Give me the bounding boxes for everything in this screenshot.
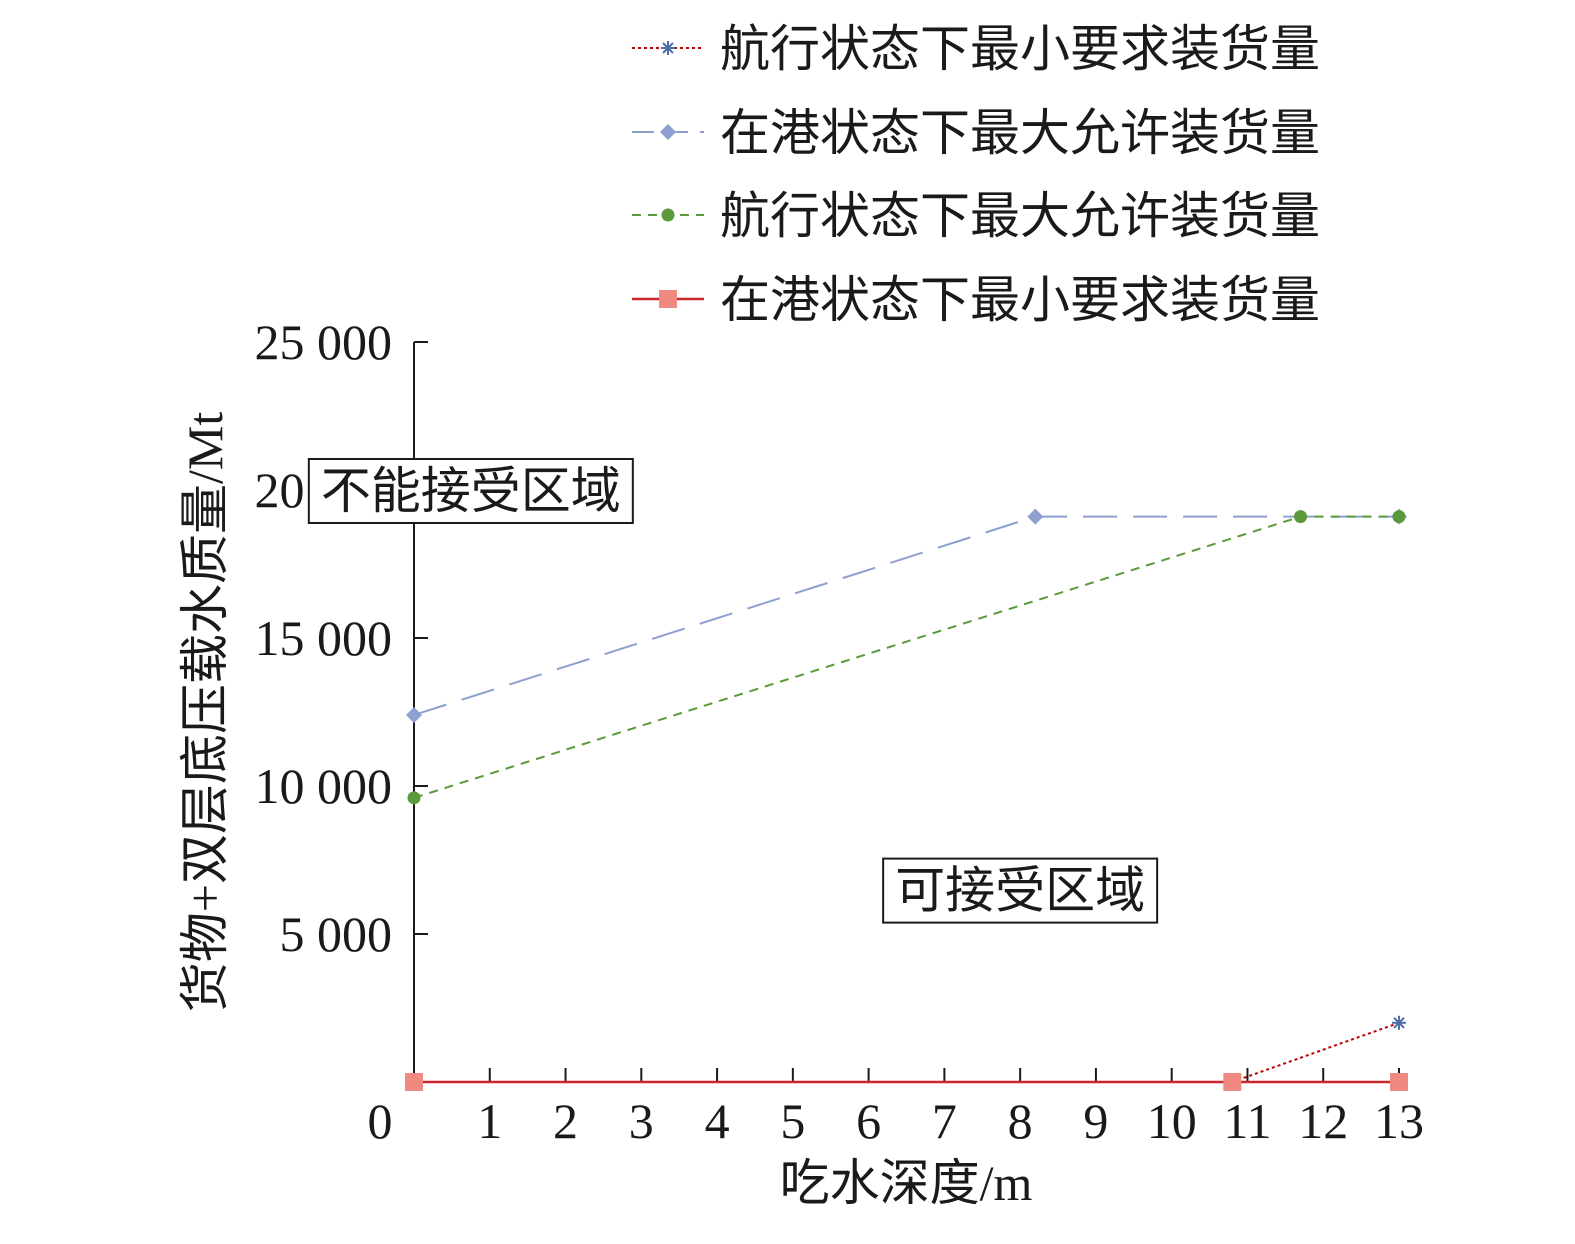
series-4-point	[405, 1073, 423, 1091]
series-2-line	[413, 515, 1399, 716]
legend-item: 在港状态下最大允许装货量	[632, 105, 1320, 161]
legend: 航行状态下最小要求装货量在港状态下最大允许装货量航行状态下最大允许装货量在港状态…	[632, 21, 1320, 328]
series-2-point	[406, 706, 422, 723]
legend-item: 航行状态下最大允许装货量	[632, 188, 1320, 244]
x-tick-label: 13	[1374, 1093, 1424, 1149]
y-tick-label: 15 000	[255, 610, 393, 666]
region-annotation: 可接受区域	[882, 857, 1159, 924]
region-box	[882, 857, 1159, 924]
legend-label: 航行状态下最大允许装货量	[720, 188, 1320, 244]
series-1-point	[1392, 1015, 1406, 1030]
x-tick-label: 8	[1008, 1093, 1033, 1149]
y-tick-label: 5 000	[280, 906, 393, 962]
region-label: 可接受区域	[895, 863, 1145, 919]
series-1-line	[1231, 1021, 1400, 1083]
region-label: 不能接受区域	[321, 463, 621, 519]
legend-label: 在港状态下最大允许装货量	[720, 105, 1320, 161]
legend-swatch-marker	[660, 124, 676, 140]
x-ticks: 0 1 2 3 4 5 6 7 8 9 10 11 12 13	[368, 1068, 1424, 1149]
series-3-point	[1392, 510, 1406, 524]
x-tick-label: 1	[477, 1093, 502, 1149]
series-2-point	[1027, 508, 1044, 525]
legend-item: 航行状态下最小要求装货量	[632, 21, 1320, 77]
x-tick-label: 4	[705, 1093, 730, 1149]
x-tick-label: 5	[780, 1093, 805, 1149]
legend-swatch-marker	[661, 208, 675, 222]
x-tick-label: 3	[629, 1093, 654, 1149]
series-3	[407, 510, 1406, 805]
y-axis-title: 货物+双层底压载水质量/Mt	[177, 412, 233, 1013]
region-box	[307, 458, 634, 524]
legend-swatch-marker	[661, 41, 675, 55]
x-tick-label: 9	[1083, 1093, 1108, 1149]
x-tick-label: 10	[1147, 1093, 1197, 1149]
x-tick-label: 0	[368, 1093, 393, 1149]
legend-label: 航行状态下最小要求装货量	[720, 21, 1320, 77]
series-layer	[405, 508, 1408, 1091]
series-2	[406, 508, 1407, 723]
series-4	[405, 1073, 1408, 1091]
legend-label: 在港状态下最小要求装货量	[720, 272, 1320, 328]
x-tick-label: 12	[1298, 1093, 1348, 1149]
x-tick-label: 11	[1223, 1093, 1271, 1149]
series-3-point	[1294, 510, 1307, 524]
series-1	[1225, 1015, 1406, 1089]
region-annotation: 不能接受区域	[307, 458, 634, 524]
x-tick-label: 6	[856, 1093, 881, 1149]
x-axis-title: 吃水深度/m	[780, 1155, 1033, 1211]
x-tick-label: 2	[553, 1093, 578, 1149]
legend-item: 在港状态下最小要求装货量	[632, 272, 1320, 328]
x-tick-label: 7	[932, 1093, 957, 1149]
y-tick-label: 25 000	[255, 314, 393, 370]
series-3-point	[407, 791, 421, 805]
y-tick-label: 10 000	[255, 758, 393, 814]
series-4-point	[1390, 1073, 1408, 1091]
series-3-line	[413, 515, 1399, 799]
series-4-point	[1223, 1073, 1242, 1091]
axes	[413, 342, 1401, 1083]
legend-swatch-marker	[659, 290, 677, 308]
